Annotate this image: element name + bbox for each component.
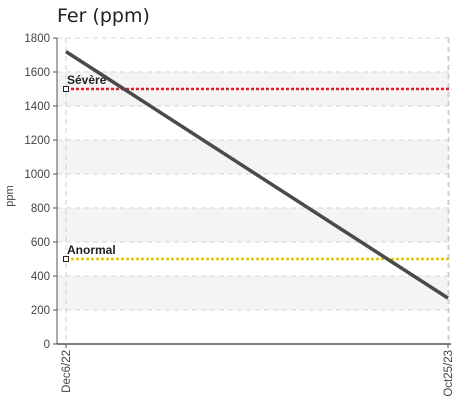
threshold-label: Sévère (67, 73, 107, 87)
y-tick-label: 1400 (24, 101, 50, 113)
threshold-marker (63, 86, 69, 92)
data-series (65, 50, 449, 300)
y-tick-label: 600 (31, 237, 50, 249)
x-tick-label: Oct25/23 (443, 350, 454, 397)
background-band (57, 276, 449, 310)
y-tick-label: 800 (31, 203, 50, 215)
series-line (65, 50, 449, 300)
background-band (57, 140, 449, 174)
threshold-marker (63, 256, 69, 262)
y-tick-label: 1000 (24, 169, 50, 181)
y-tick-label: 1600 (24, 67, 50, 79)
y-tick-label: 200 (31, 305, 50, 317)
y-tick-label: 1800 (24, 33, 50, 45)
threshold-label: Anormal (67, 243, 116, 257)
axes (53, 37, 451, 348)
y-tick-label: 400 (31, 271, 50, 283)
grid-lines (57, 37, 450, 344)
x-tick-labels: Dec6/22 Oct25/23 (61, 350, 454, 397)
background-bands (57, 72, 449, 310)
y-tick-label: 0 (44, 339, 50, 351)
background-band (57, 208, 449, 242)
y-axis-label: ppm (4, 185, 16, 206)
y-tick-label: 1200 (24, 135, 50, 147)
y-tick-labels: 0 200 400 600 800 1000 1200 1400 1600 1800 (24, 33, 50, 351)
x-tick-label: Dec6/22 (61, 350, 73, 393)
threshold-lines: Sévère Anormal (63, 73, 449, 262)
chart-title: Fer (ppm) (57, 5, 150, 27)
